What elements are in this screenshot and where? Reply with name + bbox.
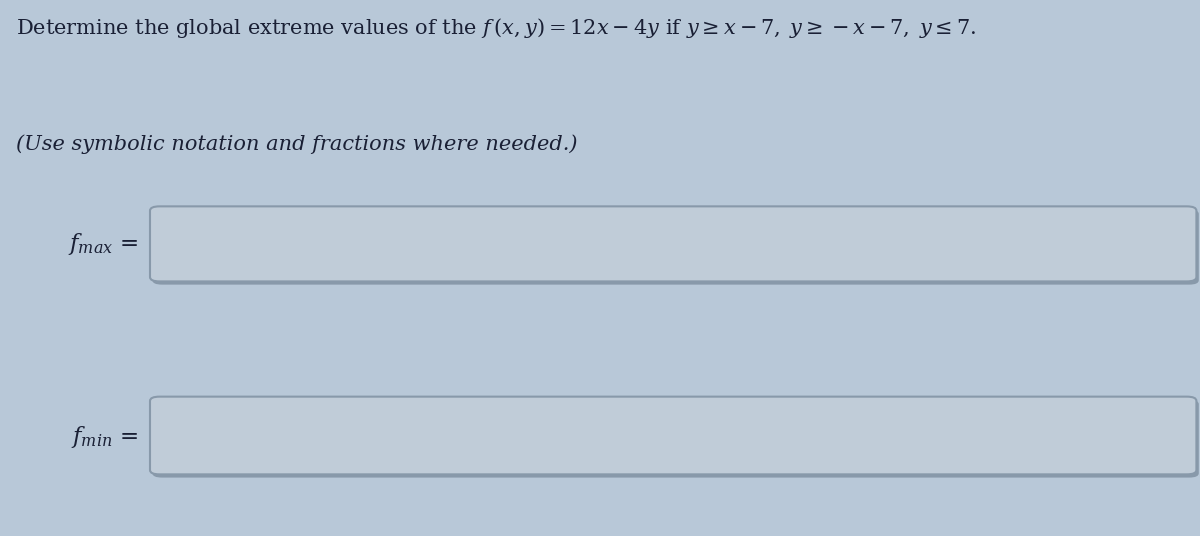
Text: $f_{\mathit{min}}$ =: $f_{\mathit{min}}$ =: [71, 424, 138, 450]
Text: (Use symbolic notation and fractions where needed.): (Use symbolic notation and fractions whe…: [16, 134, 577, 154]
FancyBboxPatch shape: [150, 397, 1196, 474]
Text: $f_{\mathit{max}}$ =: $f_{\mathit{max}}$ =: [67, 231, 138, 257]
FancyBboxPatch shape: [150, 206, 1196, 281]
FancyBboxPatch shape: [152, 210, 1199, 285]
Text: Determine the global extreme values of the $f\,(x, y) = 12x - 4y$ if $y \geq x -: Determine the global extreme values of t…: [16, 16, 976, 40]
FancyBboxPatch shape: [152, 400, 1199, 478]
